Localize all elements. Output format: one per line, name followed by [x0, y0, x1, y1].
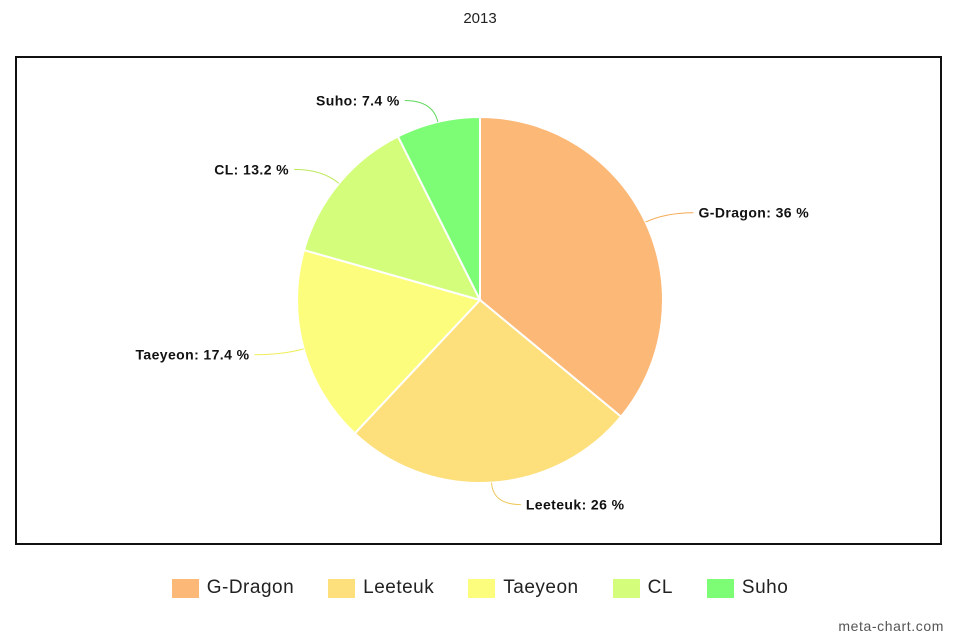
legend-swatch — [612, 578, 640, 598]
legend-swatch — [328, 578, 356, 598]
connector-taeyeon — [254, 348, 304, 356]
legend: G-Dragon Leeteuk Taeyeon CL Suho — [0, 577, 960, 599]
legend-item-cl[interactable]: CL — [612, 577, 673, 599]
legend-swatch — [706, 578, 734, 598]
slice-label-suho: Suho: 7.4 % — [316, 93, 400, 109]
legend-swatch — [468, 578, 496, 598]
legend-label: Leeteuk — [363, 577, 435, 598]
pie-slice-suho[interactable] — [396, 115, 481, 301]
connector-cl — [294, 168, 340, 184]
slice-label-g-dragon: G-Dragon: 36 % — [698, 205, 809, 221]
legend-label: CL — [647, 577, 673, 598]
legend-item-g-dragon[interactable]: G-Dragon — [171, 577, 295, 599]
legend-item-leeteuk[interactable]: Leeteuk — [328, 577, 434, 599]
plot-area — [15, 56, 942, 545]
connector-leeteuk — [490, 482, 521, 506]
legend-label: Suho — [741, 577, 789, 598]
legend-label: Taeyeon — [503, 577, 579, 598]
chart-title: 2013 — [463, 10, 497, 27]
watermark: meta-chart.com — [838, 618, 944, 634]
legend-item-suho[interactable]: Suho — [706, 577, 789, 599]
slice-label-leeteuk: Leeteuk: 26 % — [526, 497, 625, 513]
pie-slice-taeyeon[interactable] — [296, 248, 482, 435]
legend-item-taeyeon[interactable]: Taeyeon — [468, 577, 578, 599]
legend-swatch — [171, 578, 199, 598]
pie-slice-cl[interactable] — [302, 135, 482, 302]
pie-slice-g-dragon[interactable] — [479, 115, 664, 419]
connector-suho — [404, 100, 439, 123]
pie-slice-leeteuk[interactable] — [353, 298, 623, 484]
slice-label-taeyeon: Taeyeon: 17.4 % — [136, 347, 250, 363]
legend-label: G-Dragon — [206, 577, 295, 598]
slice-label-cl: CL: 13.2 % — [214, 161, 289, 177]
connector-g-dragon — [645, 212, 694, 223]
